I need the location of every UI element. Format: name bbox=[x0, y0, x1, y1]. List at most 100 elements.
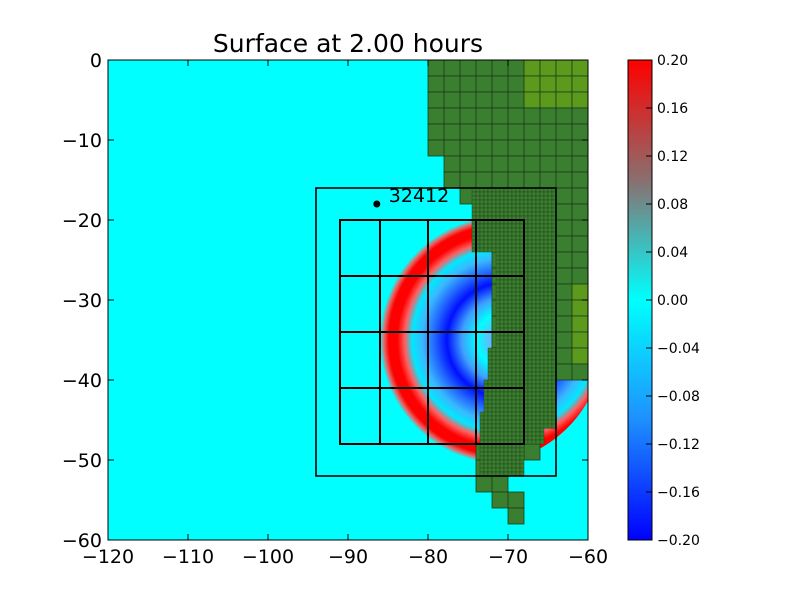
fine-land-cell bbox=[487, 211, 493, 217]
fine-land-cell bbox=[535, 199, 541, 205]
fine-land-cell bbox=[503, 463, 509, 469]
fine-land-cell bbox=[499, 243, 505, 249]
fine-land-cell bbox=[499, 231, 505, 237]
fine-land-cell bbox=[483, 247, 489, 253]
fine-land-cell bbox=[499, 419, 505, 425]
fine-land-cell bbox=[539, 275, 545, 281]
fine-land-cell bbox=[539, 255, 545, 261]
fine-land-cell bbox=[547, 227, 553, 233]
fine-land-cell bbox=[539, 427, 545, 433]
fine-land-cell bbox=[527, 383, 533, 389]
fine-land-cell bbox=[515, 211, 521, 217]
fine-land-cell bbox=[487, 351, 493, 357]
fine-land-cell bbox=[499, 403, 505, 409]
fine-land-cell bbox=[539, 251, 545, 257]
fine-land-cell bbox=[547, 299, 553, 305]
fine-land-cell bbox=[483, 419, 489, 425]
fine-land-cell bbox=[535, 279, 541, 285]
fine-land-cell bbox=[511, 395, 517, 401]
fine-land-cell bbox=[531, 427, 537, 433]
fine-land-cell bbox=[531, 343, 537, 349]
fine-land-cell bbox=[479, 223, 485, 229]
fine-land-cell bbox=[511, 199, 517, 205]
fine-land-cell bbox=[507, 299, 513, 305]
fine-land-cell bbox=[539, 423, 545, 429]
fine-land-cell bbox=[479, 227, 485, 233]
land-cell bbox=[443, 107, 461, 125]
fine-land-cell bbox=[499, 315, 505, 321]
fine-land-cell bbox=[483, 379, 489, 385]
land-cell bbox=[571, 235, 588, 253]
fine-land-cell bbox=[539, 243, 545, 249]
fine-land-cell bbox=[547, 335, 553, 341]
fine-land-cell bbox=[471, 191, 477, 197]
fine-land-cell bbox=[479, 231, 485, 237]
fine-land-cell bbox=[531, 335, 537, 341]
fine-land-cell bbox=[507, 247, 513, 253]
fine-land-cell bbox=[507, 323, 513, 329]
fine-land-cell bbox=[491, 407, 497, 413]
fine-land-cell bbox=[547, 375, 553, 381]
land-cell bbox=[427, 123, 445, 141]
fine-land-cell bbox=[499, 319, 505, 325]
fine-land-cell bbox=[539, 367, 545, 373]
fine-land-cell bbox=[495, 247, 501, 253]
fine-land-cell bbox=[483, 231, 489, 237]
fine-land-cell bbox=[495, 191, 501, 197]
fine-land-cell bbox=[539, 203, 545, 209]
fine-land-cell bbox=[491, 375, 497, 381]
fine-land-cell bbox=[531, 247, 537, 253]
fine-land-cell bbox=[491, 223, 497, 229]
fine-land-cell bbox=[503, 407, 509, 413]
fine-land-cell bbox=[539, 403, 545, 409]
fine-land-cell bbox=[535, 431, 541, 437]
fine-land-cell bbox=[531, 359, 537, 365]
fine-land-cell bbox=[547, 311, 553, 317]
fine-land-cell bbox=[503, 447, 509, 453]
fine-land-cell bbox=[527, 283, 533, 289]
fine-land-cell bbox=[511, 347, 517, 353]
fine-land-cell bbox=[531, 307, 537, 313]
fine-land-cell bbox=[471, 199, 477, 205]
fine-land-cell bbox=[499, 343, 505, 349]
fine-land-cell bbox=[531, 423, 537, 429]
fine-land-cell bbox=[511, 371, 517, 377]
fine-land-cell bbox=[539, 259, 545, 265]
fine-land-cell bbox=[507, 243, 513, 249]
fine-land-cell bbox=[535, 383, 541, 389]
gauge-marker bbox=[373, 200, 381, 208]
fine-land-cell bbox=[535, 319, 541, 325]
fine-land-cell bbox=[539, 247, 545, 253]
fine-land-layer bbox=[471, 187, 557, 477]
fine-land-cell bbox=[547, 271, 553, 277]
fine-land-cell bbox=[503, 235, 509, 241]
fine-land-cell bbox=[535, 395, 541, 401]
fine-land-cell bbox=[503, 199, 509, 205]
fine-land-cell bbox=[499, 379, 505, 385]
fine-land-cell bbox=[531, 259, 537, 265]
fine-land-cell bbox=[535, 251, 541, 257]
fine-land-cell bbox=[547, 275, 553, 281]
fine-land-cell bbox=[539, 291, 545, 297]
land-cell bbox=[491, 123, 509, 141]
fine-land-cell bbox=[503, 379, 509, 385]
fine-land-cell bbox=[527, 259, 533, 265]
fine-land-cell bbox=[507, 391, 513, 397]
fine-land-cell bbox=[479, 207, 485, 213]
fine-land-cell bbox=[543, 371, 549, 377]
fine-land-cell bbox=[515, 419, 521, 425]
fine-land-cell bbox=[535, 307, 541, 313]
gauge-layer: 32412 bbox=[373, 185, 449, 208]
fine-land-cell bbox=[503, 191, 509, 197]
colorbar-tick-label: 0.16 bbox=[657, 101, 688, 117]
fine-land-cell bbox=[535, 355, 541, 361]
fine-land-cell bbox=[499, 291, 505, 297]
fine-land-cell bbox=[543, 275, 549, 281]
fine-land-cell bbox=[503, 251, 509, 257]
land-cell bbox=[571, 251, 588, 269]
fine-land-cell bbox=[483, 411, 489, 417]
fine-land-cell bbox=[471, 195, 477, 201]
fine-land-cell bbox=[491, 415, 497, 421]
fine-land-cell bbox=[495, 363, 501, 369]
fine-land-cell bbox=[535, 379, 541, 385]
